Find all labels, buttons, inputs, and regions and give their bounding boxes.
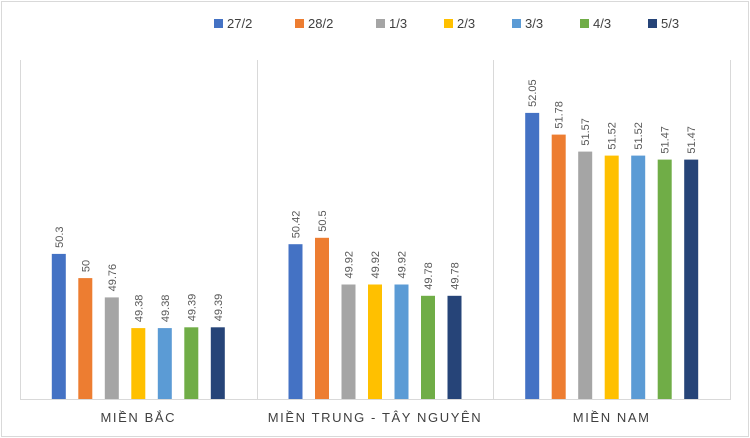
legend-label-1-3: 1/3 — [389, 16, 407, 31]
data-label: 51.78 — [554, 101, 566, 129]
data-label: 49.38 — [160, 295, 172, 323]
legend-label-2-3: 2/3 — [457, 16, 475, 31]
data-label: 51.47 — [660, 126, 672, 154]
legend-label-27-2: 27/2 — [227, 16, 252, 31]
category-label: MIỀN BẮC — [100, 410, 176, 425]
bar-28-2-group-2 — [315, 237, 329, 399]
data-label: 50.42 — [291, 211, 303, 239]
data-label: 51.57 — [580, 118, 592, 146]
bar-2-3-group-3 — [604, 155, 619, 399]
legend-swatch-2-3 — [444, 19, 453, 28]
bar-4-3-group-1 — [184, 327, 199, 399]
data-label: 50.3 — [54, 226, 66, 247]
bar-28-2-group-3 — [551, 134, 566, 399]
data-label: 52.05 — [527, 79, 539, 107]
data-label: 51.47 — [686, 126, 698, 154]
data-label: 49.78 — [450, 262, 462, 290]
legend-label-3-3: 3/3 — [525, 16, 543, 31]
legend-swatch-1-3 — [376, 19, 385, 28]
data-label: 50.5 — [317, 210, 329, 231]
bar-3-3-group-1 — [157, 328, 172, 399]
bar-1-3-group-1 — [104, 297, 119, 399]
data-label: 49.39 — [213, 294, 225, 322]
bar-3-3-group-2 — [394, 284, 409, 399]
data-label: 49.38 — [133, 295, 145, 323]
data-label: 49.92 — [397, 251, 409, 279]
data-label: 51.52 — [607, 122, 619, 150]
bar-3-3-group-3 — [631, 155, 646, 399]
data-label: 49.76 — [107, 264, 119, 292]
bar-2-3-group-1 — [131, 328, 146, 399]
data-label: 49.78 — [423, 262, 435, 290]
legend-swatch-4-3 — [580, 19, 589, 28]
bar-5-3-group-2 — [447, 295, 462, 399]
bar-5-3-group-3 — [684, 159, 699, 399]
legend-swatch-28-2 — [295, 19, 304, 28]
legend-label-28-2: 28/2 — [308, 16, 333, 31]
bar-27-2-group-2 — [288, 244, 303, 399]
bar-4-3-group-2 — [421, 295, 435, 399]
data-label: 49.92 — [370, 251, 382, 279]
legend-swatch-5-3 — [648, 19, 657, 28]
legend-swatch-27-2 — [214, 19, 223, 28]
legend-label-5-3: 5/3 — [661, 16, 679, 31]
bar-1-3-group-3 — [578, 151, 593, 399]
data-label: 51.52 — [633, 122, 645, 150]
bar-4-3-group-3 — [657, 159, 672, 399]
bar-2-3-group-2 — [368, 284, 382, 399]
data-label: 49.92 — [344, 251, 356, 279]
data-label: 49.39 — [186, 294, 198, 322]
bar-27-2-group-1 — [51, 253, 66, 399]
category-label: MIỀN TRUNG - TÂY NGUYÊN — [268, 410, 483, 425]
data-label: 50 — [80, 260, 92, 272]
bar-28-2-group-1 — [78, 278, 93, 399]
bar-1-3-group-2 — [341, 284, 356, 399]
legend-swatch-3-3 — [512, 19, 521, 28]
category-label: MIỀN NAM — [573, 410, 651, 425]
legend-label-4-3: 4/3 — [593, 16, 611, 31]
bar-5-3-group-1 — [210, 327, 225, 399]
bar-27-2-group-3 — [525, 112, 540, 400]
